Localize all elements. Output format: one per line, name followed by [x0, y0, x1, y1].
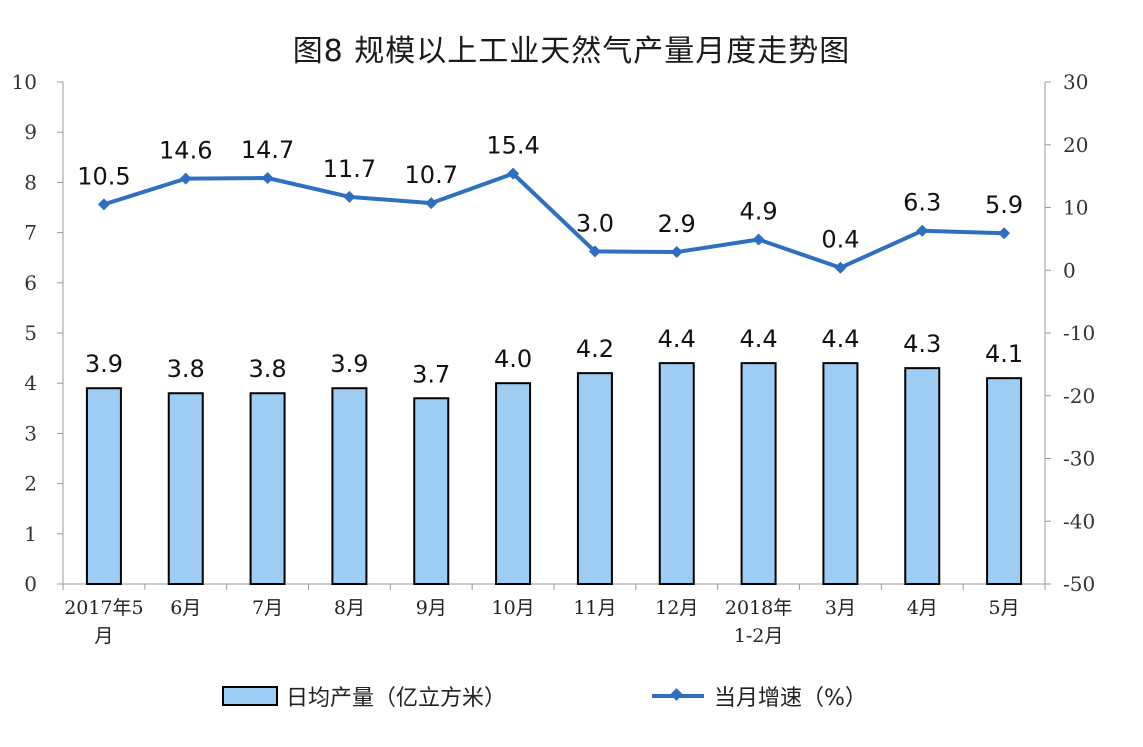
chart-title: 图8 规模以上工业天然气产量月度走势图	[292, 34, 851, 69]
line-marker	[343, 190, 356, 203]
left-tick-label: 2	[24, 472, 37, 496]
line-marker	[97, 198, 110, 211]
left-tick-label: 7	[24, 221, 37, 245]
line-marker	[425, 197, 438, 210]
bar	[167, 392, 204, 585]
bar-data-label: 4.4	[658, 325, 696, 353]
x-tick-label: 10月	[491, 597, 534, 619]
right-tick-label: -20	[1063, 384, 1095, 408]
bar-data-label: 3.9	[85, 350, 123, 378]
right-tick-label: -30	[1063, 447, 1095, 471]
line-data-label: 5.9	[985, 191, 1023, 219]
line-marker	[998, 227, 1011, 240]
line-marker	[834, 261, 847, 274]
bar	[331, 387, 368, 585]
bar-data-label: 3.8	[167, 355, 205, 383]
bar-data-label: 3.8	[248, 355, 286, 383]
left-tick-label: 4	[24, 371, 37, 395]
line-marker	[507, 167, 520, 180]
line-data-label: 11.7	[323, 155, 376, 183]
x-tick-label: 9月	[416, 597, 447, 619]
x-tick-label: 月	[94, 625, 113, 647]
legend-bar: 日均产量（亿立方米）	[222, 680, 506, 712]
bar	[658, 362, 695, 585]
left-tick-label: 3	[24, 421, 37, 445]
x-tick-label: 1-2月	[734, 625, 784, 647]
legend-bar-label: 日均产量（亿立方米）	[286, 686, 507, 711]
left-tick-label: 8	[24, 170, 37, 194]
bar	[986, 377, 1023, 585]
line-marker	[179, 172, 192, 185]
line-data-label: 14.6	[159, 137, 212, 165]
left-tick-label: 5	[24, 321, 37, 345]
bar	[85, 387, 122, 585]
bar	[249, 392, 286, 585]
line-data-label: 0.4	[821, 226, 859, 254]
left-tick-label: 6	[24, 271, 37, 295]
x-tick-label: 7月	[252, 597, 283, 619]
bar-data-label: 4.1	[985, 340, 1023, 368]
bar	[904, 367, 941, 586]
right-tick-label: 30	[1063, 70, 1088, 94]
x-tick-label: 2018年	[725, 597, 792, 619]
line-series	[103, 171, 1005, 270]
bar-data-label: 3.7	[412, 360, 450, 388]
line-marker	[261, 172, 274, 185]
x-tick-label: 5月	[989, 597, 1020, 619]
left-tick-label: 0	[24, 572, 37, 596]
line-data-label: 14.7	[241, 136, 294, 164]
line-marker	[916, 224, 929, 237]
bar-data-label: 4.4	[739, 325, 777, 353]
line-marker	[752, 233, 765, 246]
line-data-label: 15.4	[486, 132, 539, 160]
right-tick-label: 0	[1063, 258, 1076, 282]
bar	[495, 382, 532, 586]
bar	[740, 362, 777, 585]
x-tick-label: 2017年5	[64, 597, 143, 619]
left-tick-label: 10	[12, 70, 37, 94]
left-tick-label: 9	[24, 120, 37, 144]
line-data-label: 4.9	[739, 198, 777, 226]
bar	[413, 397, 450, 586]
bar-data-label: 4.4	[821, 325, 859, 353]
x-tick-label: 6月	[170, 597, 201, 619]
bar	[576, 372, 613, 585]
line-marker	[588, 245, 601, 258]
line-data-label: 10.7	[405, 161, 458, 189]
legend-line-swatch	[652, 688, 704, 704]
legend-line-label: 当月增速（%）	[714, 686, 867, 711]
right-tick-label: -10	[1063, 321, 1095, 345]
right-tick-label: 10	[1063, 196, 1088, 220]
x-tick-label: 8月	[334, 597, 365, 619]
legend-line: 当月增速（%）	[652, 680, 867, 712]
x-tick-label: 12月	[655, 597, 698, 619]
line-data-label: 3.0	[576, 209, 614, 237]
line-marker	[670, 246, 683, 259]
bar-data-label: 4.3	[903, 330, 941, 358]
line-data-label: 10.5	[77, 162, 130, 190]
left-tick-label: 1	[24, 522, 37, 546]
legend-bar-swatch	[222, 686, 278, 706]
bar	[822, 362, 859, 585]
right-tick-label: -50	[1063, 572, 1095, 596]
right-tick-label: -40	[1063, 509, 1095, 533]
x-tick-label: 3月	[825, 597, 856, 619]
line-data-label: 6.3	[903, 189, 941, 217]
line-data-label: 2.9	[658, 210, 696, 238]
bar-data-label: 4.2	[576, 335, 614, 363]
bar-data-label: 3.9	[330, 350, 368, 378]
x-tick-label: 11月	[573, 597, 616, 619]
bar-data-label: 4.0	[494, 345, 532, 373]
right-tick-label: 20	[1063, 133, 1088, 157]
x-tick-label: 4月	[907, 597, 938, 619]
